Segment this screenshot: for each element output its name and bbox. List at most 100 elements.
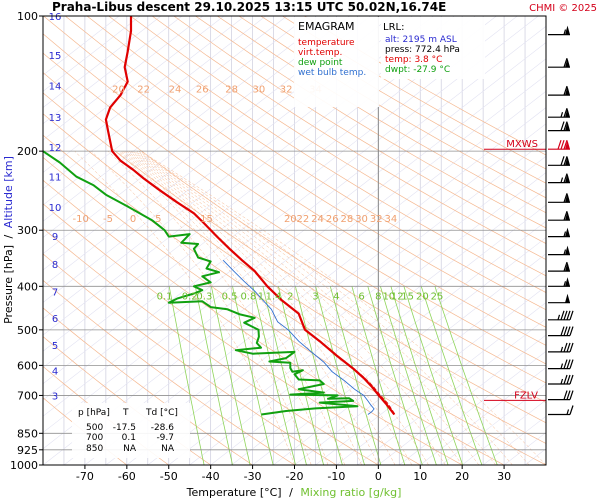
wind-barb xyxy=(548,156,570,166)
table-cell: NA xyxy=(123,444,137,454)
series-layer xyxy=(43,16,396,416)
wind-barb-pennant xyxy=(565,156,570,166)
series-virt-temp-line xyxy=(105,16,396,415)
wind-barb xyxy=(548,108,570,118)
legend-item-virt-temp: virt.temp. xyxy=(298,48,342,58)
dry-adiabat-line xyxy=(195,16,546,229)
wind-barb-pennant xyxy=(565,193,570,203)
x-tick-label: 20 xyxy=(455,470,469,483)
altitude-label: 11 xyxy=(49,173,62,184)
dry-adiabat-line xyxy=(130,16,546,277)
wind-barb-full xyxy=(563,121,568,131)
wind-barb xyxy=(548,58,570,68)
adiabat-label: 24 xyxy=(169,84,182,95)
adiabat-label: 32 xyxy=(280,84,293,95)
pressure-tick-label: 925 xyxy=(17,444,38,457)
wind-barb xyxy=(548,193,570,203)
dry-adiabat-line xyxy=(43,33,546,365)
wind-barb-full xyxy=(560,121,565,131)
x-tick-label: -10 xyxy=(327,470,345,483)
chart-title: Praha-Libus descent 29.10.2025 13:15 UTC… xyxy=(52,0,446,14)
copyright: CHMI © 2025 xyxy=(529,3,597,14)
wind-barb-full xyxy=(557,140,562,150)
wind-barb-full xyxy=(560,326,565,336)
label-layer: -70 -60 -50 -40 -30 -20 -10 0 10 20 30100200300400… xyxy=(10,10,574,483)
wind-barb-half xyxy=(560,378,564,385)
wind-barb-pennant xyxy=(565,245,570,255)
altitude-label: 13 xyxy=(49,113,62,124)
wind-barb-full xyxy=(566,326,571,336)
wind-barb-full xyxy=(560,140,565,150)
pressure-tick-label: 200 xyxy=(17,145,38,158)
plot-frame xyxy=(42,15,547,466)
lrl-alt: alt: 2195 m ASL xyxy=(385,35,457,45)
wind-barb-full xyxy=(569,359,574,369)
background-line xyxy=(43,16,476,352)
altitude-label: 5 xyxy=(52,341,58,352)
wind-barb-full xyxy=(569,326,574,336)
pressure-tick-label: 850 xyxy=(17,427,38,440)
background-line xyxy=(43,16,497,368)
altitude-label: 8 xyxy=(52,260,58,271)
legend-box xyxy=(294,17,379,107)
mixing-ratio-label: 20 xyxy=(416,291,429,302)
mixing-ratio-label: 2 xyxy=(287,291,293,302)
grid-layer xyxy=(43,16,546,465)
dry-adiabat-line xyxy=(43,72,546,403)
background-line xyxy=(43,16,371,271)
adiabat-label: 28 xyxy=(225,84,238,95)
x-tick-label: 0 xyxy=(375,470,382,483)
wind-barb-half xyxy=(563,29,567,35)
x-tick-label: -40 xyxy=(202,470,220,483)
wind-barb-full xyxy=(560,310,565,320)
lrl-dwpt: dwpt: -27.9 °C xyxy=(385,65,450,75)
levels-table-background xyxy=(72,403,190,458)
marker-label: MXWS xyxy=(506,139,538,150)
table-header-p: p [hPa] xyxy=(78,408,110,418)
table-cell: 850 xyxy=(86,444,103,454)
dry-adiabat-line xyxy=(86,16,546,311)
altitude-label: 7 xyxy=(52,288,58,299)
x-axis-title: Temperature [°C] / Mixing ratio [g/kg] xyxy=(186,486,402,499)
pressure-tick-label: 700 xyxy=(17,389,38,402)
legend-title: EMAGRAM xyxy=(298,20,355,33)
adiabat-label: 20 xyxy=(284,214,297,225)
wind-barb-pennant xyxy=(565,211,570,221)
wind-barb-full xyxy=(563,173,568,183)
pressure-tick-label: 600 xyxy=(17,359,38,372)
altitude-label: 12 xyxy=(49,143,62,154)
mixing-ratio-label: 3 xyxy=(312,291,318,302)
table-cell: NA xyxy=(161,444,175,454)
altitude-label: 10 xyxy=(49,203,62,214)
wind-barb-pennant xyxy=(565,86,570,96)
wind-barb xyxy=(548,121,570,132)
background-line xyxy=(43,16,287,206)
y-axis-title: Pressure [hPa] / Altitude [km] xyxy=(2,156,15,324)
legend-item-dew-point: dew point xyxy=(298,58,343,68)
wind-barb-half xyxy=(557,314,561,320)
wind-barb-full xyxy=(563,374,568,385)
wind-barb xyxy=(548,374,574,385)
y-axis-label-separator: / xyxy=(2,234,15,238)
x-tick-label: -50 xyxy=(160,470,178,483)
wind-barb-full xyxy=(566,359,571,369)
adiabat-label: 28 xyxy=(341,214,354,225)
adiabat-label: 26 xyxy=(326,214,339,225)
background-line xyxy=(43,25,546,417)
dry-adiabat-line xyxy=(173,16,546,244)
wind-barb-pennant xyxy=(565,140,570,150)
pressure-tick-label: 1000 xyxy=(10,459,38,472)
wind-barb-full xyxy=(563,342,568,353)
wind-barb-half xyxy=(563,231,567,237)
wind-barb-half xyxy=(563,249,567,255)
wind-barb-full xyxy=(563,390,568,400)
dry-adiabat-line xyxy=(43,92,546,424)
background-line xyxy=(43,16,539,401)
moist-adiabat-line xyxy=(140,150,546,465)
x-axis-label-mixing: Mixing ratio [g/kg] xyxy=(300,486,401,499)
wind-barb xyxy=(548,359,574,370)
background-line xyxy=(43,16,350,255)
dry-adiabat-line xyxy=(43,52,546,384)
wind-barb-pennant xyxy=(565,293,570,303)
